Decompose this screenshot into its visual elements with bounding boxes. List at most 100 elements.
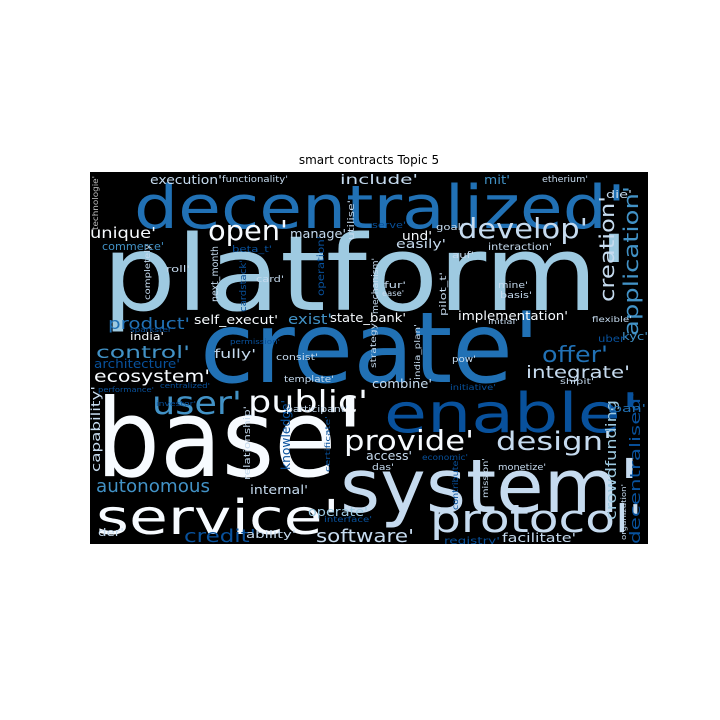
word-knowledge: knowledge' — [279, 400, 293, 470]
word-provide: provide' — [344, 424, 474, 457]
word-decentralised: decentralised' — [628, 392, 644, 544]
word-flexible: flexible' — [592, 315, 632, 324]
word-strategy: strategy' — [369, 320, 378, 368]
word-state-bank: state_bank' — [330, 311, 406, 325]
word-cloud: platform'create'base'system' decentralize… — [90, 173, 648, 544]
word-loan: loan' — [608, 402, 646, 415]
word-exist: exist' — [288, 312, 332, 328]
word-cardstack: cardstack' — [239, 260, 249, 312]
word-architecture: architecture' — [94, 357, 180, 371]
word-platform: platform' — [102, 213, 630, 335]
word-serve: serve' — [372, 221, 406, 231]
word-auf: auf' — [452, 251, 474, 261]
word-ability: ability' — [246, 528, 296, 541]
word-ecosystem: ecosystem' — [94, 367, 210, 387]
word-combine: combine' — [372, 377, 432, 391]
word-decentralized: decentralized' — [134, 173, 626, 243]
word-access: access' — [366, 449, 412, 463]
word-enable: enable' — [384, 382, 640, 445]
word-certificate: certificate' — [324, 416, 332, 472]
word-protocol: protocol' — [430, 497, 642, 541]
word-software: software' — [316, 526, 414, 544]
word-roll: roll' — [166, 265, 190, 275]
word-economic: economic' — [422, 453, 468, 462]
word-india: india' — [130, 330, 164, 343]
word-pow: pow' — [452, 355, 476, 365]
word-uber: uber' — [598, 334, 628, 345]
chart-title: smart contracts Topic 5 — [298, 153, 440, 167]
word-crowdfunding: crowdfunding — [604, 400, 620, 520]
word-control: control' — [96, 343, 190, 363]
word-fully: fully' — [214, 347, 256, 361]
word-beta-t: beta_t' — [232, 245, 272, 255]
word-design: design' — [496, 427, 612, 457]
word-centralized: centralized' — [160, 382, 210, 390]
word-monetize: monetize' — [498, 463, 546, 473]
word-user: user' — [152, 384, 242, 422]
word-operate: operate' — [308, 505, 368, 519]
word-integrate: integrate' — [526, 363, 630, 383]
word-create: create' — [200, 292, 540, 406]
word-participant: participant' — [286, 405, 348, 415]
word-permission: permission' — [230, 338, 280, 346]
word-goal: goal' — [436, 223, 464, 233]
word-mechanism: mechanism' — [371, 258, 381, 314]
word-creation: creation' — [595, 196, 619, 302]
word-template: template' — [284, 375, 334, 385]
word-internal: internal' — [250, 483, 308, 497]
word-die: die' — [606, 188, 632, 201]
word-india-plan: india_plan' — [413, 324, 422, 380]
word-operation: operation' — [316, 236, 327, 296]
word-system: system' — [340, 444, 640, 530]
word-contribute: contribute' — [451, 458, 460, 510]
word-initiative: initiative' — [450, 383, 496, 392]
word-etherium: etherium' — [542, 175, 588, 185]
word-pilot-t: pilot_t' — [439, 272, 449, 316]
word-unique: unique' — [90, 224, 156, 242]
word-include: include' — [340, 173, 418, 188]
word-service: service' — [96, 490, 340, 544]
word-credit: credit' — [184, 526, 256, 544]
word-shipit: shipit' — [560, 377, 594, 386]
word-utilise: utilise' — [347, 200, 357, 240]
word-commerce: commerce' — [102, 240, 164, 253]
word-consist: consist' — [276, 353, 318, 363]
word-facilitate: facilitate' — [502, 531, 576, 544]
word-der: der' — [98, 526, 124, 539]
word-cloud-panel: platform' create' base' system' decentralize… — [90, 172, 648, 544]
word-mit: mit' — [484, 173, 510, 187]
word-base: base' — [96, 377, 364, 502]
word-basis: basis' — [500, 291, 532, 301]
word-und: und' — [402, 229, 432, 243]
word-implementation: implementation' — [458, 309, 568, 323]
word-self-execut: self_execut' — [194, 313, 278, 327]
word-mission: mission' — [481, 458, 490, 498]
word-initial: initial' — [488, 318, 518, 326]
word-open: open' — [208, 214, 288, 247]
word-card: card' — [256, 275, 284, 285]
word-develop: develop' — [458, 212, 588, 245]
word-interface: interface' — [324, 515, 372, 524]
word-execution: execution' — [150, 173, 222, 187]
word-fur: fur' — [384, 281, 406, 291]
word-organization: organization' — [620, 484, 628, 540]
word-product: product' — [108, 314, 190, 333]
word-relationship: relationship' — [243, 406, 253, 480]
word-easily: easily' — [396, 237, 446, 251]
word-investor: investor' — [156, 400, 196, 408]
word-public: public' — [248, 385, 368, 420]
word-capability: capability' — [90, 386, 103, 472]
word-sparkster: sparkster' — [130, 326, 174, 334]
word-das: das' — [372, 463, 394, 473]
word-autonomous: autonomous — [96, 476, 210, 497]
word-offer: offer' — [542, 343, 608, 368]
word-mine: mine' — [498, 281, 528, 291]
word-kyc: kyc' — [622, 330, 648, 343]
word-completely: completely — [143, 244, 152, 300]
word-performance: performance' — [98, 386, 154, 394]
word-application: application' — [619, 186, 643, 336]
word-ease: ease' — [382, 289, 404, 298]
word-technologie: technologie' — [91, 176, 100, 230]
word-manage: manage' — [290, 227, 346, 241]
word-registry: registry' — [444, 536, 500, 544]
